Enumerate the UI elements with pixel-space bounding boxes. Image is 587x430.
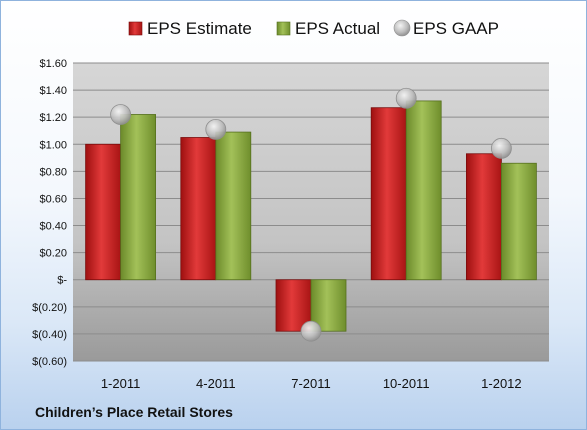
eps-gaap-marker [300, 320, 322, 342]
eps-actual-bar [405, 100, 442, 281]
y-tick-label: $1.60 [39, 58, 67, 70]
x-tick-label: 10-2011 [383, 376, 430, 391]
y-tick-label: $(0.60) [32, 356, 67, 368]
eps-actual-bar [500, 162, 537, 281]
legend-swatch-actual [276, 21, 291, 36]
y-tick-label: $(0.40) [32, 329, 67, 341]
eps-gaap-marker [110, 104, 131, 125]
legend-label: EPS GAAP [413, 19, 499, 38]
eps-estimate-bar [370, 107, 407, 281]
x-tick-label: 7-2011 [291, 376, 331, 391]
x-tick-label: 1-2012 [481, 376, 521, 391]
legend: EPS Estimate EPS Actual EPS GAAP [128, 19, 499, 38]
eps-gaap-marker [395, 87, 417, 109]
x-tick-label: 1-2011 [101, 376, 141, 391]
bar-marks [85, 100, 537, 332]
y-tick-label: $0.20 [39, 248, 67, 260]
y-tick-label: $0.80 [39, 166, 67, 178]
y-tick-label: $0.60 [39, 193, 67, 205]
eps-actual-bar [120, 114, 156, 281]
x-tick-label: 4-2011 [196, 376, 236, 391]
eps-estimate-bar [465, 153, 502, 281]
y-tick-label: $1.00 [39, 139, 67, 151]
y-tick-label: $- [57, 275, 67, 287]
y-axis-tick-labels: $1.60 $1.40 $1.20 $1.00 $0.80 $0.60 $0.40 $0.20… [32, 58, 67, 368]
gaap-markers [110, 87, 512, 342]
eps-estimate-bar [85, 143, 121, 281]
legend-swatch-estimate [128, 21, 143, 36]
company-caption: Children’s Place Retail Stores [35, 404, 233, 420]
eps-gaap-marker [490, 137, 512, 159]
eps-actual-bar [215, 131, 252, 281]
y-tick-label: $1.20 [39, 112, 67, 124]
eps-estimate-bar [180, 137, 217, 281]
legend-label: EPS Estimate [147, 19, 252, 38]
legend-label: EPS Actual [295, 19, 380, 38]
y-tick-label: $0.40 [39, 221, 67, 233]
y-tick-label: $(0.20) [32, 302, 67, 314]
y-tick-label: $1.40 [39, 85, 67, 97]
x-axis-tick-labels: 1-2011 4-2011 7-2011 10-2011 1-2012 [101, 376, 522, 391]
legend-swatch-gaap [393, 19, 411, 37]
eps-gaap-marker [205, 118, 227, 140]
